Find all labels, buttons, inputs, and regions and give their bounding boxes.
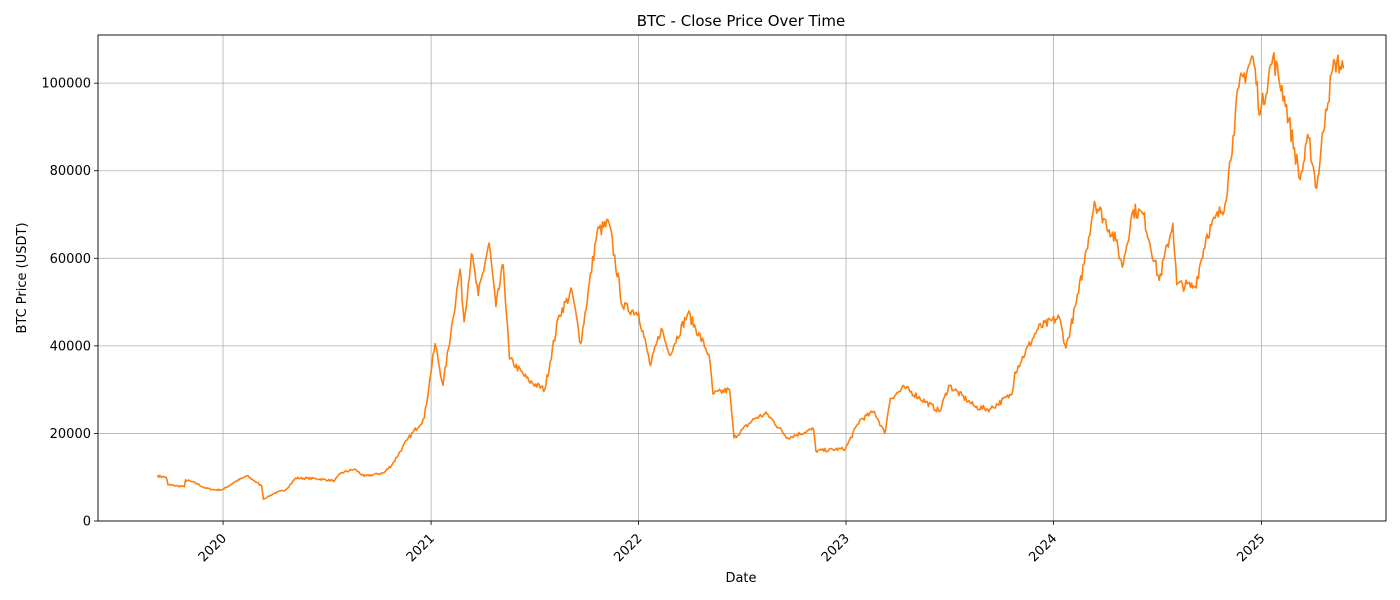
chart-title: BTC - Close Price Over Time <box>637 12 846 30</box>
plot-area-frame <box>97 34 1387 522</box>
axis-ticks: 0 20000 40000 60000 80000 100000 2020 2021 2022 2… <box>41 77 1268 566</box>
price-series-line <box>156 52 1345 500</box>
y-tick-label: 100000 <box>41 77 91 92</box>
x-tick-label: 2024 <box>1026 531 1060 565</box>
x-tick-label: 2023 <box>819 531 853 565</box>
x-tick-label: 2020 <box>196 531 230 565</box>
y-tick-label: 0 <box>83 515 91 530</box>
y-tick-label: 20000 <box>50 427 91 442</box>
gridlines <box>98 35 1386 522</box>
y-axis-label: BTC Price (USDT) <box>15 222 30 333</box>
y-tick-label: 80000 <box>50 164 91 179</box>
y-tick-label: 40000 <box>50 339 91 354</box>
x-tick-label: 2025 <box>1234 531 1268 565</box>
x-tick-label: 2022 <box>611 531 645 565</box>
x-tick-label: 2021 <box>404 531 438 565</box>
x-axis-label: Date <box>725 571 756 586</box>
y-tick-label: 60000 <box>50 252 91 267</box>
